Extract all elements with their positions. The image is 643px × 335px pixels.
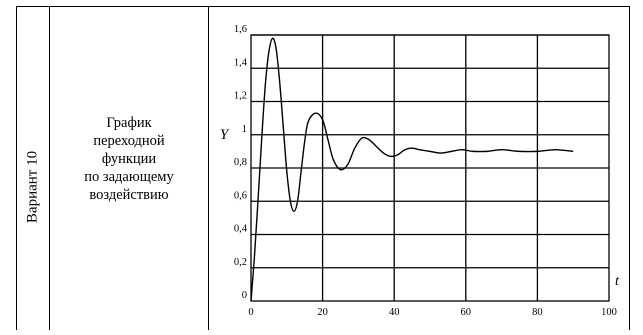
y-tick-label: 0,8 <box>234 157 247 168</box>
column-divider <box>208 7 209 330</box>
x-tick-label: 80 <box>532 307 543 318</box>
x-tick-label: 100 <box>601 307 617 318</box>
y-tick-label: 0 <box>242 290 247 301</box>
variant-cell: Вариант 10 <box>17 7 49 330</box>
column-divider <box>49 7 50 330</box>
series-line <box>250 37 574 302</box>
y-tick-label: 1,4 <box>234 57 248 68</box>
description-line: функции <box>101 150 157 167</box>
x-axis-label: t <box>615 274 620 289</box>
description-line: переходной <box>93 132 165 149</box>
x-tick-label: 60 <box>461 307 472 318</box>
description-cell: График переходной функции по задающему в… <box>50 7 208 330</box>
plot-frame <box>250 34 610 302</box>
y-tick-label: 1,6 <box>234 24 247 35</box>
y-axis-label: Y <box>220 127 230 143</box>
description-line: воздействию <box>89 186 169 203</box>
variant-label: Вариант 10 <box>24 150 41 224</box>
x-tick-label: 20 <box>317 307 328 318</box>
transient-response-chart: 0 0,2 0,4 0,6 0,8 1 1,2 1,4 1,6 0 20 40 60 80 100 Yt <box>220 24 620 318</box>
y-tick-label: 1,2 <box>234 91 247 102</box>
x-tick-label: 0 <box>248 307 253 318</box>
y-tick-label: 1 <box>242 124 247 135</box>
description-line: График <box>106 114 152 131</box>
y-tick-label: 0,4 <box>234 224 248 235</box>
variant-table: Вариант 10 График переходной функции по … <box>16 6 630 330</box>
description-text: График переходной функции по задающему в… <box>54 114 204 204</box>
y-tick-label: 0,6 <box>234 190 247 201</box>
x-tick-label: 40 <box>389 307 400 318</box>
description-line: по задающему <box>84 168 174 185</box>
y-tick-label: 0,2 <box>234 257 247 268</box>
